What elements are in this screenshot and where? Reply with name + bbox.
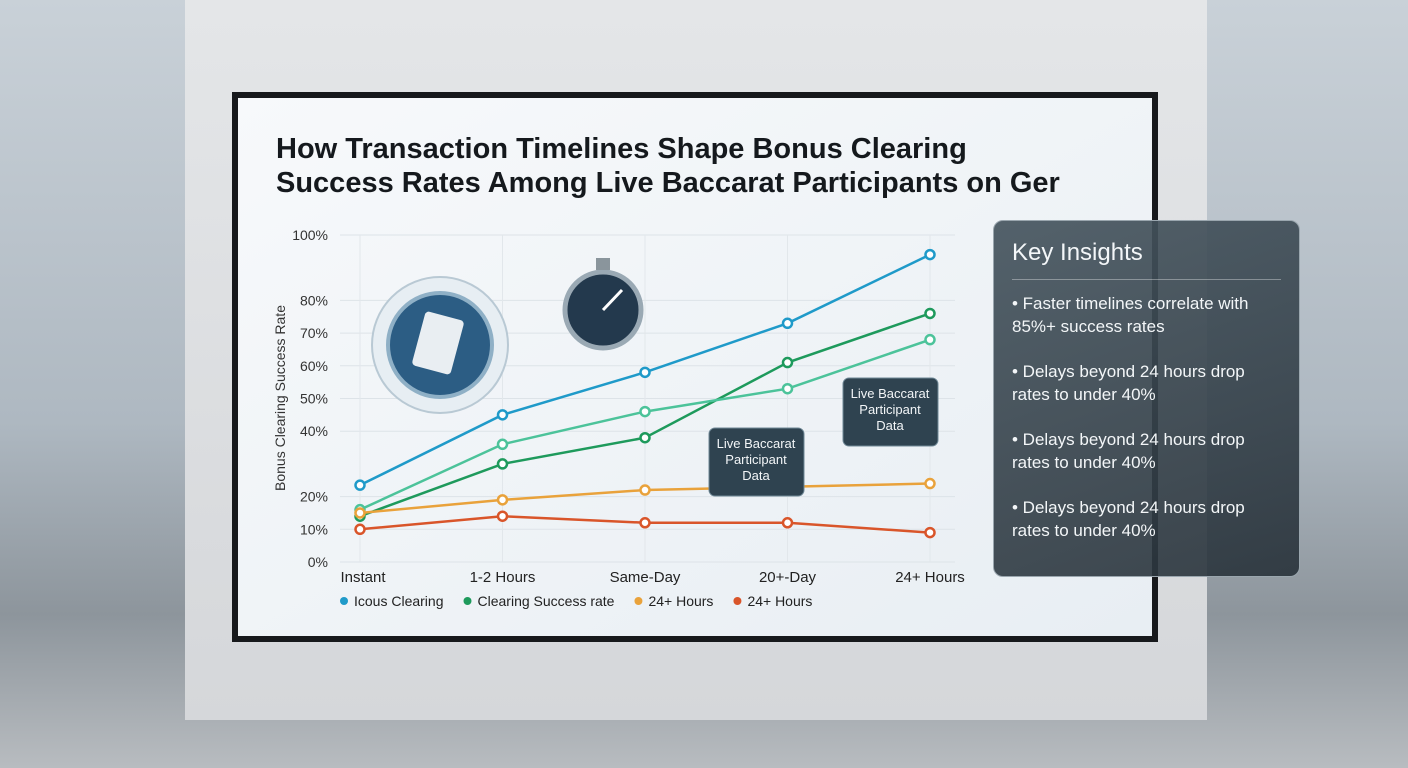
chart-title: How Transaction Timelines Shape Bonus Cl… (276, 133, 1060, 199)
y-tick-label: 70% (300, 325, 328, 341)
legend-label: Icous Clearing (354, 593, 444, 609)
data-point (639, 484, 651, 496)
y-axis-label: Bonus Clearing Success Rate (272, 305, 288, 491)
stopwatch-crown (596, 258, 610, 270)
legend-swatch (733, 597, 742, 605)
insights-title: Key Insights (1012, 239, 1281, 280)
data-point (496, 409, 509, 421)
insight-item: • Delays beyond 24 hours drop rates to u… (1012, 430, 1245, 472)
legend-label: 24+ Hours (648, 593, 713, 609)
card (412, 311, 464, 375)
x-tick-label: Instant (340, 569, 386, 586)
data-point (639, 431, 651, 444)
insight-item: • Faster timelines correlate with 85%+ s… (1012, 294, 1249, 336)
y-tick-label: 100% (292, 227, 328, 243)
y-tick-label: 40% (300, 423, 328, 439)
data-point (354, 507, 366, 519)
x-tick-label: 24+ Hours (895, 569, 965, 586)
data-point (924, 526, 936, 539)
data-point (354, 479, 366, 491)
y-tick-label: 10% (300, 521, 328, 537)
annotation-box (842, 377, 939, 447)
data-point (924, 307, 936, 320)
x-tick-label: Same-Day (610, 569, 681, 586)
annotation: Live Baccarat Participant Data (717, 436, 796, 483)
data-point (781, 317, 794, 330)
x-tick-label: 20+-Day (759, 569, 817, 586)
y-tick-label: 80% (300, 292, 328, 308)
annotation: Live Baccarat Participant Data (851, 386, 930, 433)
data-point (496, 458, 509, 470)
data-point (496, 510, 509, 522)
stopwatch-hand (601, 288, 624, 312)
legend-label: Clearing Success rate (478, 593, 615, 609)
y-tick-label: 20% (300, 489, 328, 505)
y-tick-label: 0% (308, 554, 328, 570)
data-point (781, 382, 794, 395)
data-point (924, 333, 936, 346)
legend-swatch (634, 597, 643, 605)
data-point (924, 477, 936, 490)
y-tick-label: 50% (300, 391, 328, 407)
data-point (639, 405, 651, 418)
data-point (496, 438, 509, 451)
data-point (639, 366, 651, 379)
data-point (354, 523, 366, 536)
insight-item: • Delays beyond 24 hours drop rates to u… (1012, 362, 1245, 404)
data-point (639, 517, 651, 529)
data-point (924, 248, 936, 261)
legend-swatch (463, 597, 472, 605)
insights-panel: Key Insights • Faster timelines correlat… (993, 220, 1300, 577)
y-tick-label: 60% (300, 358, 328, 374)
data-point (781, 517, 794, 529)
x-tick-label: 1-2 Hours (470, 569, 536, 586)
annotation-box (708, 427, 805, 497)
data-point (496, 494, 509, 506)
insight-item: • Delays beyond 24 hours drop rates to u… (1012, 498, 1245, 540)
legend-swatch (340, 597, 348, 605)
data-point (781, 356, 794, 369)
legend-label: 24+ Hours (747, 593, 812, 609)
